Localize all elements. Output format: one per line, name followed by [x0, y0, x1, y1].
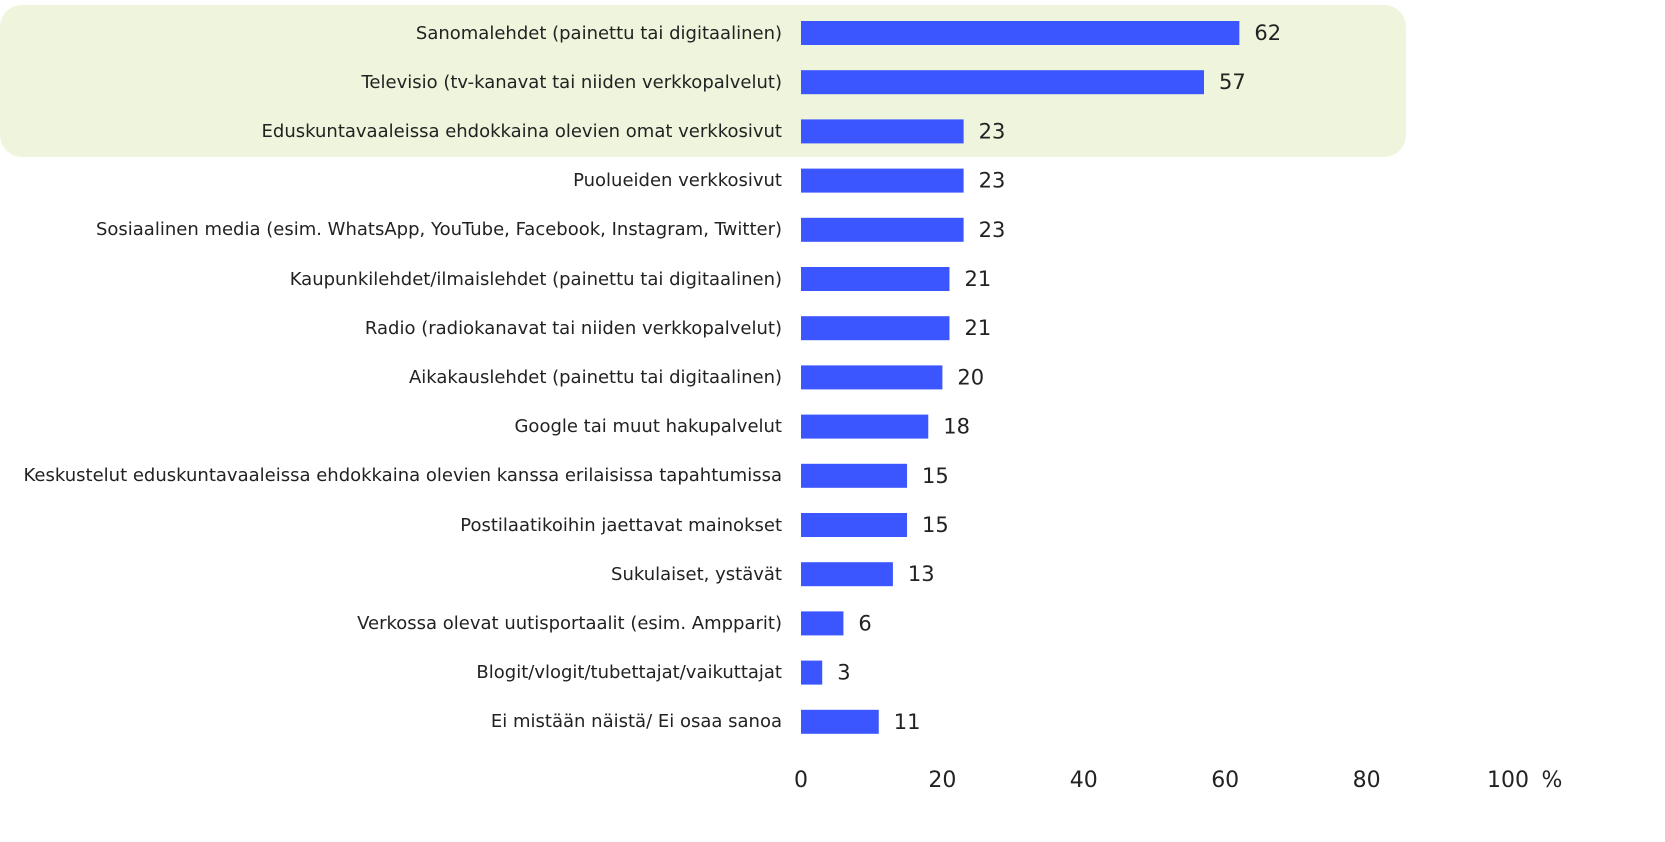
value-label: 6: [858, 611, 871, 635]
value-label: 13: [908, 562, 935, 586]
category-label: Verkossa olevat uutisportaalit (esim. Am…: [0, 613, 782, 634]
value-label: 20: [957, 365, 984, 389]
value-label: 23: [979, 169, 1006, 193]
category-label: Keskustelut eduskuntavaaleissa ehdokkain…: [0, 465, 782, 486]
bar: [801, 611, 844, 636]
category-text: Radio (radiokanavat tai niiden verkkopal…: [364, 317, 782, 339]
category-text: Puolueiden verkkosivut: [573, 170, 782, 192]
category-text: Postilaatikoihin jaettavat mainokset: [460, 514, 782, 536]
category-text: Televisio (tv-kanavat tai niiden verkkop…: [361, 71, 782, 93]
category-label: Aikakauslehdet (painettu tai digitaaline…: [0, 367, 782, 388]
category-text: Sosiaalinen media (esim. WhatsApp, YouTu…: [95, 219, 782, 241]
bar: [801, 463, 908, 488]
bar: [801, 267, 950, 291]
bar: [801, 316, 950, 341]
x-tick-label: 20: [928, 768, 956, 793]
category-label: Kaupunkilehdet/ilmaislehdet (painettu ta…: [0, 269, 782, 290]
bar: [801, 414, 929, 439]
x-tick-label: 80: [1353, 768, 1381, 793]
category-label: Eduskuntavaaleissa ehdokkaina olevien om…: [0, 121, 782, 142]
bar: [801, 21, 1240, 45]
bar: [801, 513, 908, 537]
bar: [801, 365, 943, 390]
category-text: Verkossa olevat uutisportaalit (esim. Am…: [357, 612, 782, 634]
value-label: 62: [1254, 21, 1281, 45]
value-label: 21: [964, 267, 991, 291]
category-label: Postilaatikoihin jaettavat mainokset: [0, 515, 782, 536]
x-tick-label: 60: [1211, 768, 1239, 793]
category-text: Sanomalehdet (painettu tai digitaalinen): [415, 22, 782, 44]
category-label: Puolueiden verkkosivut: [0, 170, 782, 191]
value-label: 57: [1219, 70, 1246, 94]
category-label: Google tai muut hakupalvelut: [0, 416, 782, 437]
bar: [801, 168, 964, 193]
bar: [801, 70, 1204, 95]
x-tick-label: 100: [1487, 768, 1529, 793]
bar: [801, 119, 964, 144]
category-text: Keskustelut eduskuntavaaleissa ehdokkain…: [23, 465, 782, 487]
value-label: 3: [837, 661, 850, 685]
x-tick-label: 0: [794, 768, 808, 793]
category-label: Ei mistään näistä/ Ei osaa sanoa: [0, 711, 782, 732]
category-text: Eduskuntavaaleissa ehdokkaina olevien om…: [261, 120, 782, 142]
x-axis-label: %: [1542, 768, 1563, 793]
bar: [801, 217, 964, 242]
value-label: 11: [894, 710, 921, 734]
value-label: 21: [964, 316, 991, 340]
value-label: 23: [979, 119, 1006, 143]
category-label: Sosiaalinen media (esim. WhatsApp, YouTu…: [0, 219, 782, 240]
value-label: 15: [922, 513, 949, 537]
bar: [801, 709, 879, 734]
category-label: Sukulaiset, ystävät: [0, 564, 782, 585]
x-tick-label: 40: [1070, 768, 1098, 793]
category-label: Televisio (tv-kanavat tai niiden verkkop…: [0, 72, 782, 93]
value-label: 23: [979, 218, 1006, 242]
category-text: Sukulaiset, ystävät: [611, 563, 782, 585]
value-label: 18: [943, 415, 970, 439]
bar: [801, 660, 823, 685]
category-label: Sanomalehdet (painettu tai digitaalinen): [0, 23, 782, 44]
category-text: Ei mistään näistä/ Ei osaa sanoa: [490, 711, 782, 733]
value-label: 15: [922, 464, 949, 488]
bar: [801, 562, 893, 587]
category-label: Radio (radiokanavat tai niiden verkkopal…: [0, 318, 782, 339]
category-text: Kaupunkilehdet/ilmaislehdet (painettu ta…: [289, 268, 782, 290]
category-text: Blogit/vlogit/tubettajat/vaikuttajat: [476, 662, 782, 684]
category-label: Blogit/vlogit/tubettajat/vaikuttajat: [0, 662, 782, 683]
category-text: Aikakauslehdet (painettu tai digitaaline…: [408, 366, 782, 388]
category-text: Google tai muut hakupalvelut: [514, 416, 782, 438]
